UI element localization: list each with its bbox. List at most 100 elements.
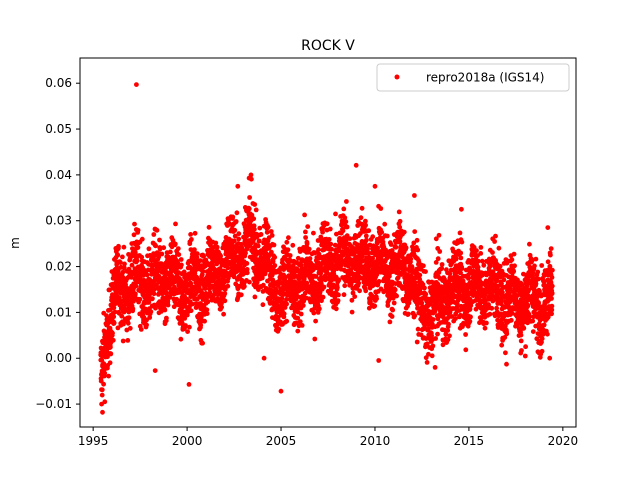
data-point <box>374 296 379 302</box>
data-point <box>252 294 258 300</box>
data-point <box>295 315 301 321</box>
data-point <box>435 256 441 262</box>
data-point <box>336 292 341 298</box>
data-point <box>494 305 499 311</box>
data-point <box>342 283 348 289</box>
data-point <box>439 284 444 290</box>
data-point <box>284 297 289 302</box>
data-point <box>317 306 322 312</box>
data-point <box>443 331 449 337</box>
data-point <box>214 244 220 250</box>
data-point <box>120 254 125 260</box>
data-point <box>408 256 414 262</box>
data-point <box>541 322 547 328</box>
data-point <box>232 233 238 239</box>
data-point-outlier <box>547 355 553 361</box>
data-point <box>545 259 551 265</box>
data-point <box>333 306 339 312</box>
data-point <box>139 254 145 260</box>
data-point <box>254 283 260 289</box>
data-point <box>499 281 504 287</box>
data-point <box>347 236 353 242</box>
y-tick-label: −0.01 <box>35 397 72 411</box>
data-point <box>320 294 326 300</box>
y-axis-label: m <box>8 237 22 249</box>
data-point <box>111 320 117 326</box>
data-point <box>108 344 113 350</box>
data-point-outlier <box>278 388 284 394</box>
data-point <box>530 270 536 275</box>
data-point <box>395 275 401 280</box>
data-point <box>286 235 291 241</box>
data-point <box>232 227 238 233</box>
data-point <box>445 337 451 343</box>
data-point <box>467 319 473 324</box>
data-point <box>189 301 195 307</box>
data-point <box>422 285 427 291</box>
data-point <box>487 263 493 269</box>
data-point <box>146 246 152 252</box>
data-point <box>324 221 330 227</box>
data-point <box>159 251 165 257</box>
data-point <box>252 202 258 207</box>
data-point <box>412 280 418 285</box>
data-point <box>129 262 135 268</box>
data-point <box>458 250 464 256</box>
data-point <box>414 237 420 243</box>
data-point <box>417 276 423 282</box>
data-point <box>503 350 508 356</box>
data-point <box>548 246 554 252</box>
data-point <box>119 313 125 319</box>
data-point <box>415 326 421 332</box>
data-point <box>545 331 550 337</box>
data-point <box>549 283 555 289</box>
data-point <box>357 288 362 294</box>
data-point <box>457 230 463 236</box>
data-point <box>120 338 126 344</box>
data-point <box>341 292 347 298</box>
data-point <box>405 311 411 317</box>
data-point <box>490 250 495 255</box>
data-point <box>401 229 407 235</box>
data-point <box>107 360 113 366</box>
data-point <box>496 245 502 251</box>
data-point <box>435 331 440 337</box>
data-point <box>135 227 141 233</box>
data-point <box>125 320 131 326</box>
data-point <box>244 261 250 266</box>
data-point <box>236 231 242 237</box>
data-point <box>151 232 157 237</box>
data-point <box>260 302 266 308</box>
data-point <box>120 269 126 275</box>
data-point-outlier <box>376 358 382 363</box>
y-tick-label: 0.05 <box>45 122 72 136</box>
data-point <box>356 280 362 286</box>
data-point <box>246 206 252 212</box>
data-point <box>99 392 105 398</box>
data-point-outlier <box>459 206 464 212</box>
data-point <box>303 235 308 240</box>
data-point <box>482 325 488 331</box>
data-point <box>370 234 376 240</box>
data-point <box>454 301 460 307</box>
data-point <box>522 353 528 359</box>
data-point-outlier <box>353 162 359 168</box>
data-point <box>430 317 436 322</box>
data-point <box>500 289 505 295</box>
data-point <box>157 237 162 243</box>
data-point <box>236 236 242 242</box>
data-point-outlier <box>186 382 192 387</box>
data-point <box>440 342 446 348</box>
data-point <box>344 199 349 204</box>
axes: 1995 2000 2005 2010 2015 2020 −0.01 0.00 0.01 0.0… <box>35 57 578 448</box>
data-point <box>126 315 132 321</box>
data-point <box>284 239 290 245</box>
data-point <box>251 223 257 229</box>
data-point <box>501 277 507 283</box>
legend-marker <box>394 74 400 80</box>
data-point <box>343 219 349 225</box>
data-point <box>425 326 431 331</box>
data-point <box>242 284 247 289</box>
data-point <box>518 338 524 344</box>
